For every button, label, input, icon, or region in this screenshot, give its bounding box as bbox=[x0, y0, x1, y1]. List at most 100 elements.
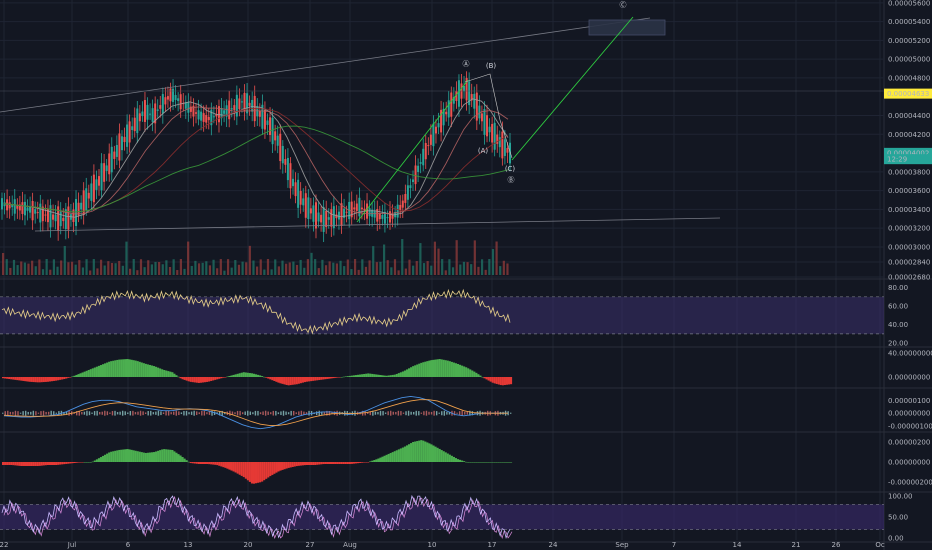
histogram-bar bbox=[32, 462, 35, 466]
price-tick-label: 0.00004400 bbox=[888, 112, 930, 120]
momentum-bar bbox=[50, 377, 54, 382]
volume-bar bbox=[480, 259, 484, 275]
volume-bar bbox=[241, 261, 244, 275]
candle-body bbox=[358, 197, 361, 217]
histogram-bar bbox=[479, 462, 482, 463]
volume-bar bbox=[339, 260, 342, 275]
histogram-bar bbox=[67, 462, 70, 464]
histogram-bar bbox=[365, 462, 368, 463]
candles bbox=[1, 71, 511, 243]
histogram-bar bbox=[485, 462, 488, 463]
volume-bar bbox=[426, 261, 429, 275]
macd-hist-bar bbox=[469, 410, 471, 416]
histogram-bar bbox=[338, 462, 341, 464]
candle-body bbox=[141, 111, 144, 117]
macd-tick-label: -0.00000100 bbox=[888, 423, 932, 431]
momentum-bar bbox=[312, 377, 315, 381]
macd-hist-bar bbox=[231, 411, 234, 415]
momentum-bar bbox=[210, 377, 213, 381]
histogram-bar bbox=[85, 462, 88, 463]
candle-body bbox=[320, 214, 323, 223]
momentum-bar bbox=[157, 367, 160, 377]
histogram-bar bbox=[136, 451, 139, 462]
price-label-badge bbox=[884, 147, 932, 158]
histogram-bar bbox=[489, 462, 492, 463]
volume-bar bbox=[132, 259, 135, 275]
volume-bar bbox=[89, 270, 92, 275]
volume-bar bbox=[375, 262, 378, 275]
volume-bar bbox=[412, 265, 415, 275]
price-label-badge bbox=[884, 154, 932, 165]
histogram-bar bbox=[414, 441, 417, 462]
histogram-bar bbox=[20, 462, 23, 466]
macd-hist-bar bbox=[144, 412, 147, 414]
volume-bar bbox=[488, 259, 491, 275]
macd-hist-bar bbox=[275, 410, 277, 416]
histogram-bar bbox=[163, 449, 166, 462]
volume-bar bbox=[383, 244, 386, 275]
momentum-bar bbox=[405, 369, 409, 377]
momentum-bar bbox=[57, 377, 60, 381]
momentum-bar bbox=[377, 374, 380, 377]
candle-body bbox=[39, 203, 42, 223]
histogram-bar bbox=[220, 462, 223, 467]
wave-label: Ⓒ bbox=[620, 1, 627, 9]
histogram-bar bbox=[244, 462, 247, 479]
histogram-bar bbox=[458, 459, 462, 462]
macd-hist-bar bbox=[109, 412, 111, 414]
macd-hist-bar bbox=[285, 411, 287, 415]
momentum-bar bbox=[477, 374, 480, 377]
momentum-bar bbox=[252, 373, 256, 377]
histogram-bar bbox=[169, 449, 172, 462]
momentum-bar bbox=[167, 371, 170, 377]
target-zone[interactable] bbox=[588, 19, 666, 36]
momentum-bar bbox=[206, 377, 209, 382]
macd-hist-bar bbox=[328, 411, 331, 416]
macd-hist-bar bbox=[229, 410, 231, 416]
volume-bar bbox=[430, 265, 433, 275]
candle-body bbox=[166, 96, 169, 100]
momentum-bar bbox=[224, 377, 227, 378]
histogram-bar bbox=[418, 440, 421, 462]
volume-bar bbox=[299, 259, 302, 275]
momentum-bar bbox=[53, 377, 56, 381]
momentum-bar bbox=[263, 376, 266, 378]
histogram-bar bbox=[144, 452, 147, 462]
candle-body bbox=[174, 94, 177, 100]
histogram-bar bbox=[354, 462, 358, 464]
histogram-bar bbox=[291, 462, 294, 467]
wave-b-sub bbox=[464, 73, 513, 159]
histogram-bar bbox=[97, 458, 100, 462]
histogram-bar bbox=[348, 462, 351, 464]
volume-bar bbox=[292, 261, 295, 275]
momentum-bar bbox=[489, 377, 492, 382]
macd-hist-bar bbox=[259, 412, 262, 415]
candle-body bbox=[3, 202, 6, 207]
momentum-bar bbox=[175, 375, 178, 377]
volume-bar bbox=[288, 262, 291, 275]
candle-body bbox=[133, 117, 136, 132]
momentum-bar bbox=[193, 377, 196, 383]
histogram-bar bbox=[83, 462, 86, 463]
histogram-bar bbox=[444, 452, 447, 462]
momentum-bar bbox=[63, 377, 66, 380]
candle-body bbox=[468, 81, 471, 106]
momentum-bar bbox=[69, 377, 72, 378]
macd-hist-bar bbox=[456, 412, 458, 414]
momentum-bar bbox=[342, 376, 345, 378]
price-label-text: 12:29 bbox=[887, 156, 907, 164]
candle-body bbox=[26, 207, 29, 211]
momentum-bar bbox=[412, 366, 415, 377]
candle-body bbox=[151, 108, 154, 122]
momentum-bar bbox=[91, 368, 94, 377]
candle-body bbox=[200, 111, 203, 121]
momentum-bar bbox=[97, 365, 100, 377]
volume-bar bbox=[252, 260, 255, 275]
macd-hist-bar bbox=[147, 411, 149, 416]
histogram-bar bbox=[73, 462, 76, 463]
momentum-bar bbox=[454, 363, 458, 377]
volume-bar bbox=[147, 260, 150, 275]
candle-body bbox=[113, 151, 116, 159]
